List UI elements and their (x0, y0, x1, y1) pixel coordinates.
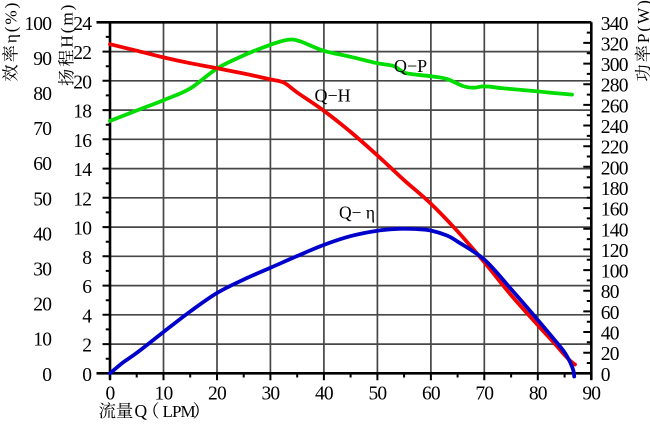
svg-text:80: 80 (601, 282, 619, 303)
svg-text:40: 40 (601, 324, 619, 345)
svg-text:4: 4 (82, 306, 92, 327)
svg-text:Q−H: Q−H (315, 86, 351, 106)
svg-text:18: 18 (73, 102, 91, 123)
svg-text:P(W): P(W) (634, 0, 650, 43)
svg-text:160: 160 (601, 200, 628, 221)
svg-text:300: 300 (601, 55, 628, 76)
svg-text:90: 90 (33, 49, 51, 70)
svg-text:260: 260 (601, 96, 628, 117)
svg-text:30: 30 (33, 260, 51, 281)
svg-text:40: 40 (33, 224, 51, 245)
svg-text:200: 200 (601, 158, 628, 179)
svg-text:H(m): H(m) (57, 3, 76, 48)
svg-text:60: 60 (601, 303, 619, 324)
svg-text:20: 20 (33, 295, 51, 316)
svg-text:100: 100 (24, 14, 51, 35)
svg-text:60: 60 (422, 384, 440, 405)
svg-text:10: 10 (33, 330, 51, 351)
svg-text:Q−P: Q−P (394, 56, 427, 76)
svg-text:80: 80 (33, 84, 51, 105)
svg-text:20: 20 (208, 384, 226, 405)
svg-text:η(%): η(%) (2, 1, 21, 43)
svg-text:20: 20 (601, 344, 619, 365)
svg-text:280: 280 (601, 76, 628, 97)
svg-text:10: 10 (73, 219, 91, 240)
svg-text:Q− η: Q− η (339, 203, 375, 223)
svg-text:90: 90 (582, 384, 600, 405)
svg-text:180: 180 (601, 179, 628, 200)
svg-text:50: 50 (368, 384, 386, 405)
svg-text:140: 140 (601, 220, 628, 241)
svg-text:2: 2 (82, 336, 91, 357)
svg-text:10: 10 (155, 384, 173, 405)
svg-text:30: 30 (261, 384, 279, 405)
svg-text:8: 8 (82, 248, 91, 269)
svg-text:22: 22 (73, 43, 91, 64)
svg-text:14: 14 (73, 160, 92, 181)
svg-text:0: 0 (42, 365, 51, 386)
svg-text:0: 0 (82, 365, 91, 386)
svg-text:240: 240 (601, 117, 628, 138)
svg-text:60: 60 (33, 154, 51, 175)
svg-text:50: 50 (33, 189, 51, 210)
svg-text:0: 0 (106, 384, 115, 405)
svg-text:0: 0 (601, 365, 610, 386)
svg-text:120: 120 (601, 241, 628, 262)
svg-text:320: 320 (601, 34, 628, 55)
svg-text:6: 6 (82, 277, 92, 298)
svg-text:70: 70 (33, 119, 51, 140)
svg-text:340: 340 (601, 14, 628, 35)
svg-text:70: 70 (475, 384, 493, 405)
svg-text:40: 40 (315, 384, 333, 405)
svg-text:LPM: LPM (163, 402, 196, 421)
svg-text:20: 20 (73, 72, 91, 93)
svg-text:220: 220 (601, 138, 628, 159)
svg-text:24: 24 (73, 14, 92, 35)
svg-text:80: 80 (529, 384, 547, 405)
svg-text:100: 100 (601, 262, 628, 283)
svg-text:12: 12 (73, 189, 91, 210)
svg-text:Q: Q (135, 401, 148, 421)
svg-text:16: 16 (73, 131, 92, 152)
